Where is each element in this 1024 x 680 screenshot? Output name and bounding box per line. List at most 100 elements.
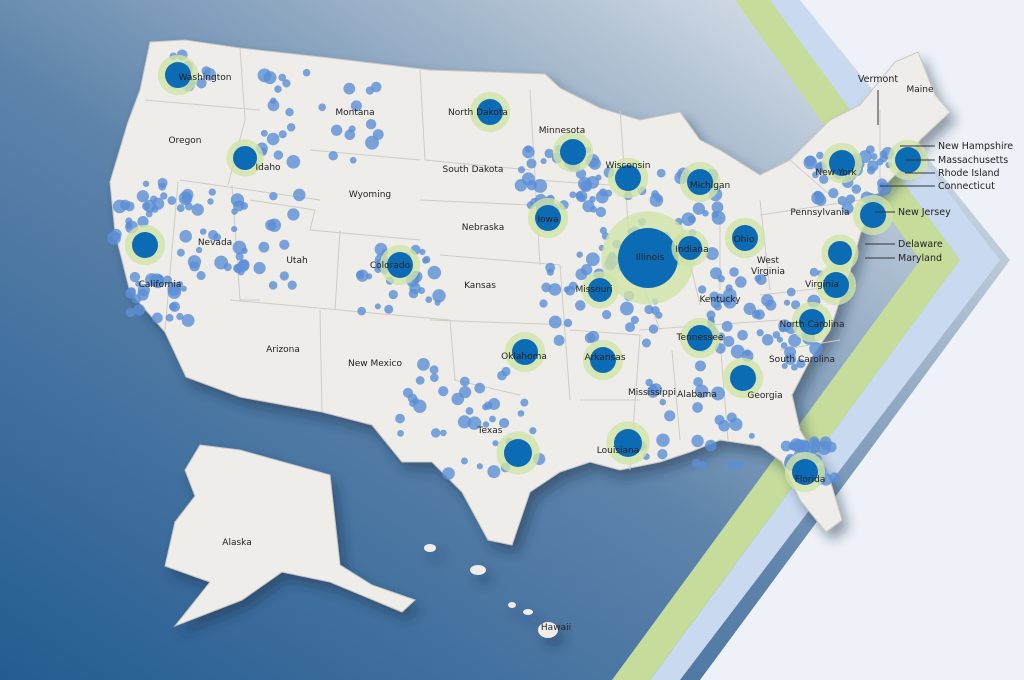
location-dot xyxy=(365,118,377,130)
location-dot xyxy=(772,331,781,339)
hub-marker[interactable] xyxy=(512,339,538,365)
hub-marker[interactable] xyxy=(687,169,713,195)
location-dot xyxy=(237,259,250,272)
hub-marker[interactable] xyxy=(615,165,641,191)
location-dot xyxy=(419,248,426,256)
location-dot xyxy=(474,382,486,394)
hub-marker[interactable] xyxy=(504,439,532,467)
location-dot xyxy=(384,304,394,314)
location-dot xyxy=(544,148,554,159)
location-dot xyxy=(412,397,420,405)
location-dot xyxy=(427,265,442,280)
hub-marker[interactable] xyxy=(618,228,678,288)
location-dot xyxy=(357,306,366,316)
location-dot xyxy=(737,329,748,341)
location-dot xyxy=(489,415,496,423)
state-label-utah: Utah xyxy=(286,256,307,266)
hub-marker[interactable] xyxy=(614,429,642,457)
hub-marker[interactable] xyxy=(732,225,758,251)
location-dot xyxy=(548,283,562,296)
hub-marker[interactable] xyxy=(477,99,503,125)
state-label-missouri: Missouri xyxy=(575,285,612,295)
location-dot xyxy=(213,233,222,242)
location-dot xyxy=(691,458,701,468)
location-dot xyxy=(274,85,282,93)
location-dot xyxy=(692,202,705,215)
location-dot xyxy=(809,267,819,277)
location-dot xyxy=(501,366,511,377)
location-dot xyxy=(397,429,404,437)
location-dot xyxy=(253,261,266,275)
hub-marker[interactable] xyxy=(792,459,818,485)
location-dot xyxy=(813,440,821,448)
location-dot xyxy=(711,201,724,214)
location-dot xyxy=(137,215,149,228)
hub-marker[interactable] xyxy=(730,365,756,391)
state-label-nevada: Nevada xyxy=(198,238,232,248)
location-dot xyxy=(137,284,150,297)
hub-marker[interactable] xyxy=(590,347,616,373)
location-dot xyxy=(328,151,338,161)
state-label-oklahoma: Oklahoma xyxy=(501,352,547,362)
hub-marker[interactable] xyxy=(823,272,849,298)
location-dot xyxy=(267,99,280,112)
hub-marker[interactable] xyxy=(678,236,702,260)
location-dot xyxy=(599,226,607,235)
state-label-louisiana: Louisiana xyxy=(597,446,640,456)
state-label-new-york: New York xyxy=(815,168,857,178)
location-dot xyxy=(286,122,296,132)
location-dot xyxy=(348,125,356,133)
location-dot xyxy=(698,461,707,470)
location-dot xyxy=(417,357,430,371)
hub-marker[interactable] xyxy=(687,325,713,351)
location-dot xyxy=(235,252,244,261)
location-dot xyxy=(796,358,806,369)
location-dot xyxy=(330,124,343,136)
hub-marker[interactable] xyxy=(860,202,886,228)
location-dot xyxy=(498,417,510,429)
location-dot xyxy=(727,459,739,471)
location-dot xyxy=(423,255,431,264)
location-dot xyxy=(713,302,722,311)
hub-marker[interactable] xyxy=(132,232,158,258)
state-label-iowa: Iowa xyxy=(537,215,558,225)
location-dot xyxy=(735,276,747,288)
location-dot xyxy=(693,377,703,387)
hub-marker[interactable] xyxy=(828,241,852,265)
state-label-arizona: Arizona xyxy=(266,345,300,355)
location-dot xyxy=(343,82,356,95)
location-dot xyxy=(816,151,824,160)
state-label-indiana: Indiana xyxy=(675,245,708,255)
land xyxy=(109,39,951,638)
location-dot xyxy=(657,449,668,460)
hub-marker[interactable] xyxy=(588,278,612,302)
location-dot xyxy=(691,434,704,448)
state-label-alaska: Alaska xyxy=(222,538,251,548)
hub-marker[interactable] xyxy=(560,139,586,165)
location-dot xyxy=(828,187,839,199)
location-dot xyxy=(278,130,287,139)
location-dot xyxy=(282,79,291,88)
hub-marker[interactable] xyxy=(535,205,561,231)
location-dot xyxy=(723,335,735,347)
location-dot xyxy=(168,302,178,311)
location-dot xyxy=(179,230,192,243)
state-label-north-dakota: North Dakota xyxy=(448,108,508,118)
hub-marker[interactable] xyxy=(165,62,191,88)
hub-marker[interactable] xyxy=(829,150,855,176)
state-label-georgia: Georgia xyxy=(747,391,782,401)
hub-marker[interactable] xyxy=(387,252,413,278)
location-dot xyxy=(656,168,666,178)
location-dot xyxy=(664,410,676,422)
location-dot xyxy=(431,428,441,438)
location-dot xyxy=(725,284,733,292)
location-dot xyxy=(580,180,593,192)
location-dot xyxy=(721,320,733,332)
location-dot xyxy=(287,280,297,290)
location-dot xyxy=(180,285,187,292)
location-dot xyxy=(522,145,535,159)
hub-marker[interactable] xyxy=(233,146,257,170)
hub-marker[interactable] xyxy=(799,309,825,335)
location-dot xyxy=(698,285,707,294)
location-dot xyxy=(595,174,602,181)
